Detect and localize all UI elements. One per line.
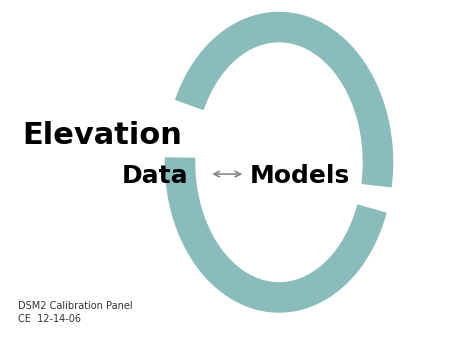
Text: DSM2 Calibration Panel: DSM2 Calibration Panel bbox=[18, 301, 133, 311]
Text: Models: Models bbox=[250, 164, 350, 188]
Text: Data: Data bbox=[122, 164, 188, 188]
Text: CE  12-14-06: CE 12-14-06 bbox=[18, 314, 81, 324]
Text: Elevation: Elevation bbox=[22, 121, 182, 150]
